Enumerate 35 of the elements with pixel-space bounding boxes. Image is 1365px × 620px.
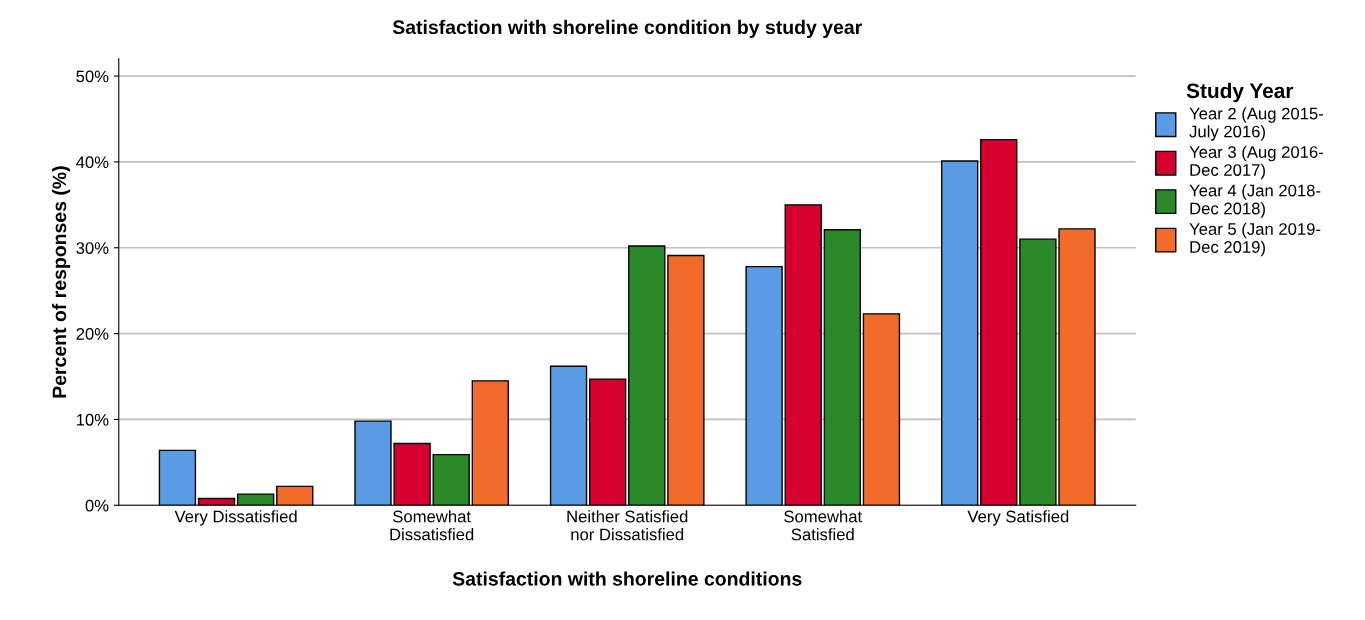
legend-label: Year 3 (Aug 2016- Dec 2017): [1189, 145, 1324, 180]
bar: [471, 380, 510, 506]
y-tick-label: 50%: [76, 70, 109, 83]
bar: [667, 254, 705, 506]
y-tick-label: 40%: [76, 156, 109, 169]
bar: [158, 449, 197, 506]
y-axis-title: Percent of responses (%): [51, 166, 71, 398]
legend-label: Year 4 (Jan 2018- Dec 2018): [1189, 184, 1321, 218]
x-tick-label: Neither Satisfied nor Dissatisfied: [567, 510, 688, 541]
bar: [862, 313, 901, 506]
bar: [549, 365, 588, 506]
y-tick-label: 0%: [85, 499, 109, 512]
y-tick-label: 30%: [76, 242, 109, 254]
bar: [940, 160, 979, 506]
bar: [980, 138, 1018, 506]
x-tick-label: Somewhat Satisfied: [784, 510, 863, 541]
bar: [432, 453, 470, 506]
x-tick-label: Somewhat Dissatisfied: [390, 510, 474, 541]
x-axis-title: Satisfaction with shoreline conditions: [452, 571, 802, 586]
x-tick-label: Very Dissatisfied: [174, 510, 297, 526]
bar: [236, 493, 275, 506]
chart-title: Satisfaction with shoreline condition by study year: [392, 19, 862, 38]
y-tick-label: 10%: [76, 413, 109, 426]
x-tick-label: Very Satisfied: [967, 510, 1069, 526]
bar: [784, 204, 822, 506]
y-tick-label: 20%: [76, 328, 109, 340]
bar: [628, 245, 666, 506]
legend-title: Study Year: [1186, 82, 1294, 103]
bar: [745, 265, 783, 506]
bar: [276, 485, 314, 506]
bar: [197, 497, 236, 506]
bar: [823, 229, 862, 506]
legend-label: Year 2 (Aug 2015- July 2016): [1189, 107, 1324, 141]
bar: [588, 378, 627, 506]
legend-label: Year 5 (Jan 2019- Dec 2019): [1189, 222, 1321, 257]
